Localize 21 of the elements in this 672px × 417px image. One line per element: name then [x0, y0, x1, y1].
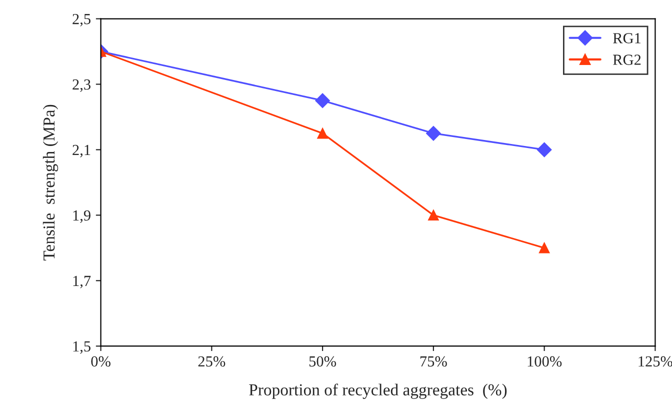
point	[315, 93, 330, 108]
y-tick-label: 1,9	[73, 210, 90, 223]
point	[317, 128, 328, 139]
y-tick-label: 2,1	[72, 144, 90, 158]
x-tick-label: 25%	[198, 356, 226, 367]
x-tick-label: 50%	[309, 356, 336, 367]
y-tick-label: 1,7	[73, 276, 91, 288]
x-tick-label: 100%	[528, 356, 562, 367]
x-tick-label: 0%	[91, 356, 110, 367]
x-axis-title: Proportion of recycled aggregates (%)	[249, 384, 507, 399]
y-tick-label: 2,5	[72, 14, 90, 26]
legend-label: RG1	[613, 33, 641, 44]
x-tick-label: 75%	[420, 356, 447, 367]
point	[428, 210, 439, 221]
y-axis-title: Tensile strength (MPa)	[42, 104, 58, 260]
point	[538, 242, 550, 254]
y-tick-label: 2,3	[72, 79, 90, 92]
point	[536, 142, 552, 158]
y-tick-label: 1,5	[73, 341, 90, 354]
point	[426, 126, 441, 141]
legend-label: RG2	[613, 54, 641, 65]
